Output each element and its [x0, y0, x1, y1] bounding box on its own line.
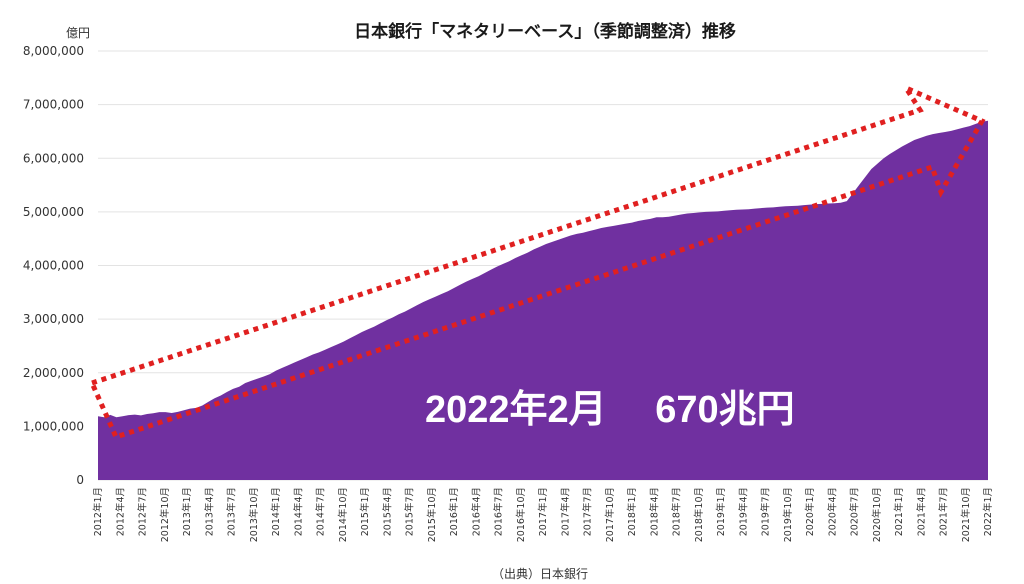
x-tick-label: 2014年7月	[315, 487, 327, 536]
x-tick-label: 2020年4月	[826, 487, 838, 536]
x-tick-label: 2015年1月	[359, 487, 371, 536]
y-tick-label: 2,000,000	[23, 366, 84, 380]
x-tick-label: 2015年7月	[404, 487, 416, 536]
x-tick-label: 2013年1月	[181, 487, 193, 536]
monetary-base-area	[98, 120, 988, 481]
y-axis-unit: 億円	[66, 26, 90, 40]
x-tick-label: 2018年10月	[693, 487, 705, 542]
x-tick-label: 2012年10月	[159, 487, 171, 542]
chart-title: 日本銀行「マネタリーベース」（季節調整済）推移	[354, 21, 736, 42]
x-tick-label: 2019年10月	[782, 487, 794, 542]
x-tick-label: 2020年7月	[849, 487, 861, 536]
x-tick-label: 2012年1月	[92, 487, 104, 536]
annotation-label: 2022年2月 670兆円	[425, 389, 795, 431]
x-tick-label: 2021年4月	[915, 487, 927, 536]
y-axis: 0 1,000,000 2,000,000 3,000,000 4,000,000 5,0…	[23, 44, 84, 487]
x-tick-label: 2018年7月	[671, 487, 683, 536]
x-tick-label: 2015年10月	[426, 487, 438, 542]
x-tick-label: 2021年10月	[960, 487, 972, 542]
x-tick-label: 2017年4月	[559, 487, 571, 536]
x-tick-label: 2017年7月	[582, 487, 594, 536]
y-tick-label: 7,000,000	[23, 98, 84, 112]
x-tick-label: 2013年4月	[203, 487, 215, 536]
x-tick-label: 2018年4月	[648, 487, 660, 536]
trend-arrow	[88, 82, 986, 441]
x-tick-label: 2014年10月	[337, 487, 349, 542]
trend-arrow-outline	[88, 82, 986, 441]
source-note: （出典）日本銀行	[492, 567, 588, 581]
x-tick-label: 2016年1月	[448, 487, 460, 536]
x-tick-label: 2019年1月	[715, 487, 727, 536]
x-tick-label: 2017年1月	[537, 487, 549, 536]
x-tick-label: 2017年10月	[604, 487, 616, 542]
y-tick-label: 8,000,000	[23, 44, 84, 58]
y-tick-label: 4,000,000	[23, 259, 84, 273]
y-tick-label: 6,000,000	[23, 151, 84, 165]
x-tick-label: 2012年7月	[137, 487, 149, 536]
x-tick-label: 2015年4月	[381, 487, 393, 536]
x-tick-label: 2020年1月	[804, 487, 816, 536]
x-tick-label: 2013年7月	[226, 487, 238, 536]
y-tick-label: 5,000,000	[23, 205, 84, 219]
x-tick-label: 2019年7月	[760, 487, 772, 536]
x-tick-label: 2016年4月	[470, 487, 482, 536]
x-tick-label: 2012年4月	[114, 487, 126, 536]
x-axis: 2012年1月 2012年4月 2012年7月 2012年10月 2013年1月 2013…	[92, 487, 994, 542]
x-tick-label: 2019年4月	[737, 487, 749, 536]
x-tick-label: 2018年1月	[626, 487, 638, 536]
x-tick-label: 2022年1月	[982, 487, 994, 536]
y-tick-label: 3,000,000	[23, 312, 84, 326]
x-tick-label: 2014年1月	[270, 487, 282, 536]
x-tick-label: 2020年10月	[871, 487, 883, 542]
x-tick-label: 2021年7月	[938, 487, 950, 536]
x-tick-label: 2021年1月	[893, 487, 905, 536]
x-tick-label: 2014年4月	[292, 487, 304, 536]
y-tick-label: 1,000,000	[23, 419, 84, 433]
y-tick-label: 0	[76, 473, 84, 487]
x-tick-label: 2013年10月	[248, 487, 260, 542]
x-tick-label: 2016年10月	[515, 487, 527, 542]
x-tick-label: 2016年7月	[493, 487, 505, 536]
